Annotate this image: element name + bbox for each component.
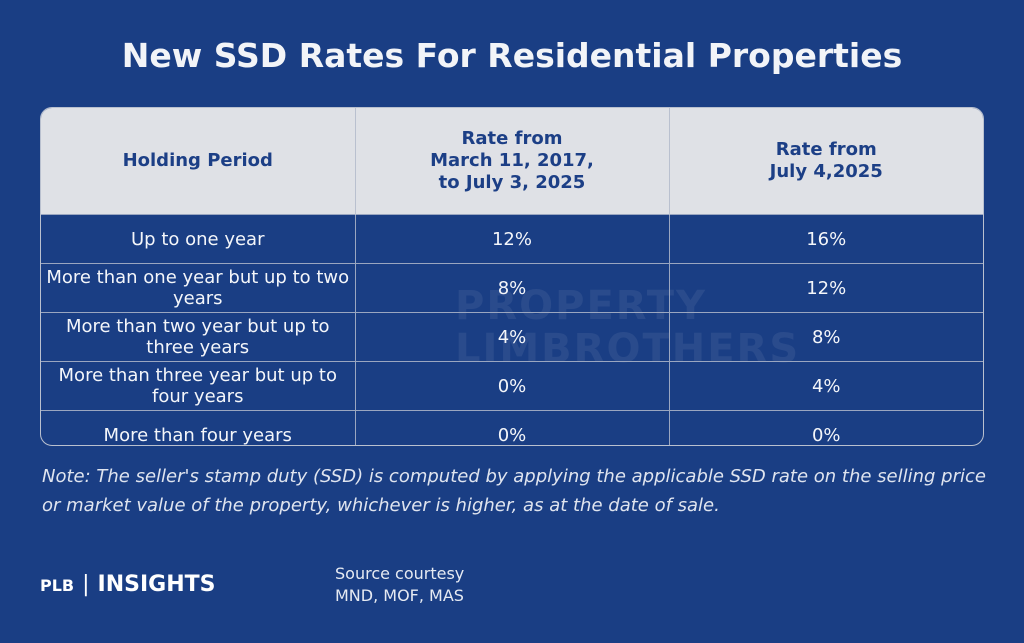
header-row: Holding Period Rate from March 11, 2017, … bbox=[41, 108, 983, 215]
source-line: Source courtesy bbox=[335, 564, 465, 583]
title: New SSD Rates For Residential Properties bbox=[121, 36, 903, 75]
table-row: Up to one year 12% 16% bbox=[41, 214, 983, 264]
table-cell: More than four years bbox=[41, 410, 356, 445]
header-cell: Rate from March 11, 2017, to July 3, 202… bbox=[355, 108, 670, 215]
table-cell: 4% bbox=[355, 312, 670, 362]
header-cell: Rate from July 4,2025 bbox=[669, 108, 983, 215]
table-cell: Up to one year bbox=[41, 214, 356, 264]
table-cell: 12% bbox=[669, 263, 983, 313]
table-cell: More than two year but up to three years bbox=[41, 312, 356, 362]
table-cell: More than one year but up to two years bbox=[41, 263, 356, 313]
table-body: Up to one year 12% 16% More than one year b… bbox=[41, 214, 983, 445]
table-frame: Holding Period Rate from March 11, 2017, … bbox=[40, 107, 984, 446]
table-cell: 8% bbox=[355, 263, 670, 313]
brand-name: PLB bbox=[40, 576, 75, 595]
table-cell: 8% bbox=[669, 312, 983, 362]
table-row: More than four years 0% 0% bbox=[41, 410, 983, 445]
brand: PLB | INSIGHTS bbox=[40, 572, 216, 597]
source-line: MND, MOF, MAS bbox=[335, 586, 464, 605]
table-cell: 0% bbox=[355, 361, 670, 411]
table-cell: 16% bbox=[669, 214, 983, 264]
source: Source courtesy MND, MOF, MAS bbox=[335, 563, 464, 607]
table-cell: 0% bbox=[669, 410, 983, 445]
note: Note: The seller's stamp duty (SSD) is c… bbox=[42, 466, 986, 516]
product-name: INSIGHTS bbox=[97, 572, 216, 597]
table-row: More than two year but up to three years… bbox=[41, 312, 983, 362]
table-cell: More than three year but up to four year… bbox=[41, 361, 356, 411]
table-row: More than one year but up to two years 8%… bbox=[41, 263, 983, 313]
table-row: More than three year but up to four year… bbox=[41, 361, 983, 411]
rates-table: Holding Period Rate from March 11, 2017, … bbox=[41, 108, 983, 445]
table-cell: 0% bbox=[355, 410, 670, 445]
table-cell: 4% bbox=[669, 361, 983, 411]
table-cell: 12% bbox=[355, 214, 670, 264]
separator: | bbox=[82, 572, 90, 597]
header-cell: Holding Period bbox=[41, 108, 356, 215]
